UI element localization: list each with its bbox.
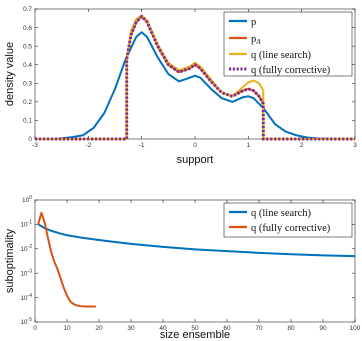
density-ytick-label: 0.1 xyxy=(23,118,32,125)
suboptimality-xtick-label: 60 xyxy=(223,325,231,332)
density-xtick-label: -2 xyxy=(85,142,91,149)
density-ytick-label: 0.2 xyxy=(23,99,32,106)
suboptimality-ytick-label: 10-2 xyxy=(20,244,32,253)
density-ytick-label: 0.5 xyxy=(23,43,32,50)
suboptimality-ytick-label: 10-4 xyxy=(20,293,32,302)
density-legend-box xyxy=(223,11,353,77)
density-xtick-label: 0 xyxy=(193,142,197,149)
density-xtick-label: 2 xyxy=(300,142,304,149)
suboptimality-ytick-label: 100 xyxy=(22,195,32,204)
legend-label-line-search: q (line search) xyxy=(251,208,312,219)
suboptimality-xtick-label: 50 xyxy=(191,325,199,332)
suboptimality-xlabel: size ensemble xyxy=(160,329,230,341)
density-xtick-label: 3 xyxy=(353,142,357,149)
legend-label-pa: pA xyxy=(251,34,261,46)
density-xtick-label: -1 xyxy=(139,142,145,149)
suboptimality-series-q-line-search xyxy=(37,223,356,258)
density-ytick-label: 0.4 xyxy=(23,62,32,69)
suboptimality-chart: 0 10 20 30 40 50 60 70 80 90 100 10-5 10-4 10-3 10-2 10… xyxy=(4,195,361,341)
suboptimality-xtick-label: 70 xyxy=(255,325,263,332)
legend-label-q-fully-corrective: q (fully corrective) xyxy=(251,65,331,76)
density-series-q-fully-corrective xyxy=(35,14,355,141)
suboptimality-series-q-fully-corrective xyxy=(37,211,96,308)
suboptimality-ylabel: suboptimality xyxy=(4,228,16,293)
density-ytick-label: 0.7 xyxy=(23,6,32,13)
suboptimality-xtick-label: 80 xyxy=(287,325,295,332)
density-series-p xyxy=(35,31,355,140)
suboptimality-xtick-label: 0 xyxy=(33,325,37,332)
density-chart: -3 -2 -1 0 1 2 3 0 0.1 0.2 0.3 0.4 0.5 0.6 0.7 support… xyxy=(4,6,357,166)
suboptimality-legend: q (line search) q (fully corrective) xyxy=(223,202,353,238)
suboptimality-ytick-label: 10-1 xyxy=(20,220,32,229)
suboptimality-legend-box xyxy=(223,202,353,238)
density-ytick-label: 0 xyxy=(28,136,32,143)
density-legend: p pA q (line search) q (fully corrective… xyxy=(223,11,353,77)
suboptimality-xtick-label: 40 xyxy=(159,325,167,332)
suboptimality-ytick-label: 10-3 xyxy=(20,268,32,277)
legend-label-q-line-search: q (line search) xyxy=(251,50,312,61)
density-xtick-label: 1 xyxy=(247,142,251,149)
density-ylabel: density value xyxy=(4,42,16,106)
suboptimality-xtick-label: 90 xyxy=(319,325,327,332)
suboptimality-xtick-label: 30 xyxy=(127,325,135,332)
suboptimality-xtick-label: 20 xyxy=(95,325,103,332)
suboptimality-ytick-label: 10-5 xyxy=(20,317,32,326)
suboptimality-xtick-label: 100 xyxy=(350,325,361,332)
density-xtick-label: -3 xyxy=(32,142,38,149)
suboptimality-xtick-label: 10 xyxy=(63,325,71,332)
density-ytick-label: 0.6 xyxy=(23,25,32,32)
legend-label-p: p xyxy=(251,17,256,28)
density-ytick-label: 0.3 xyxy=(23,80,32,87)
legend-label-fully-corrective: q (fully corrective) xyxy=(251,223,331,234)
density-xlabel: support xyxy=(177,154,214,166)
